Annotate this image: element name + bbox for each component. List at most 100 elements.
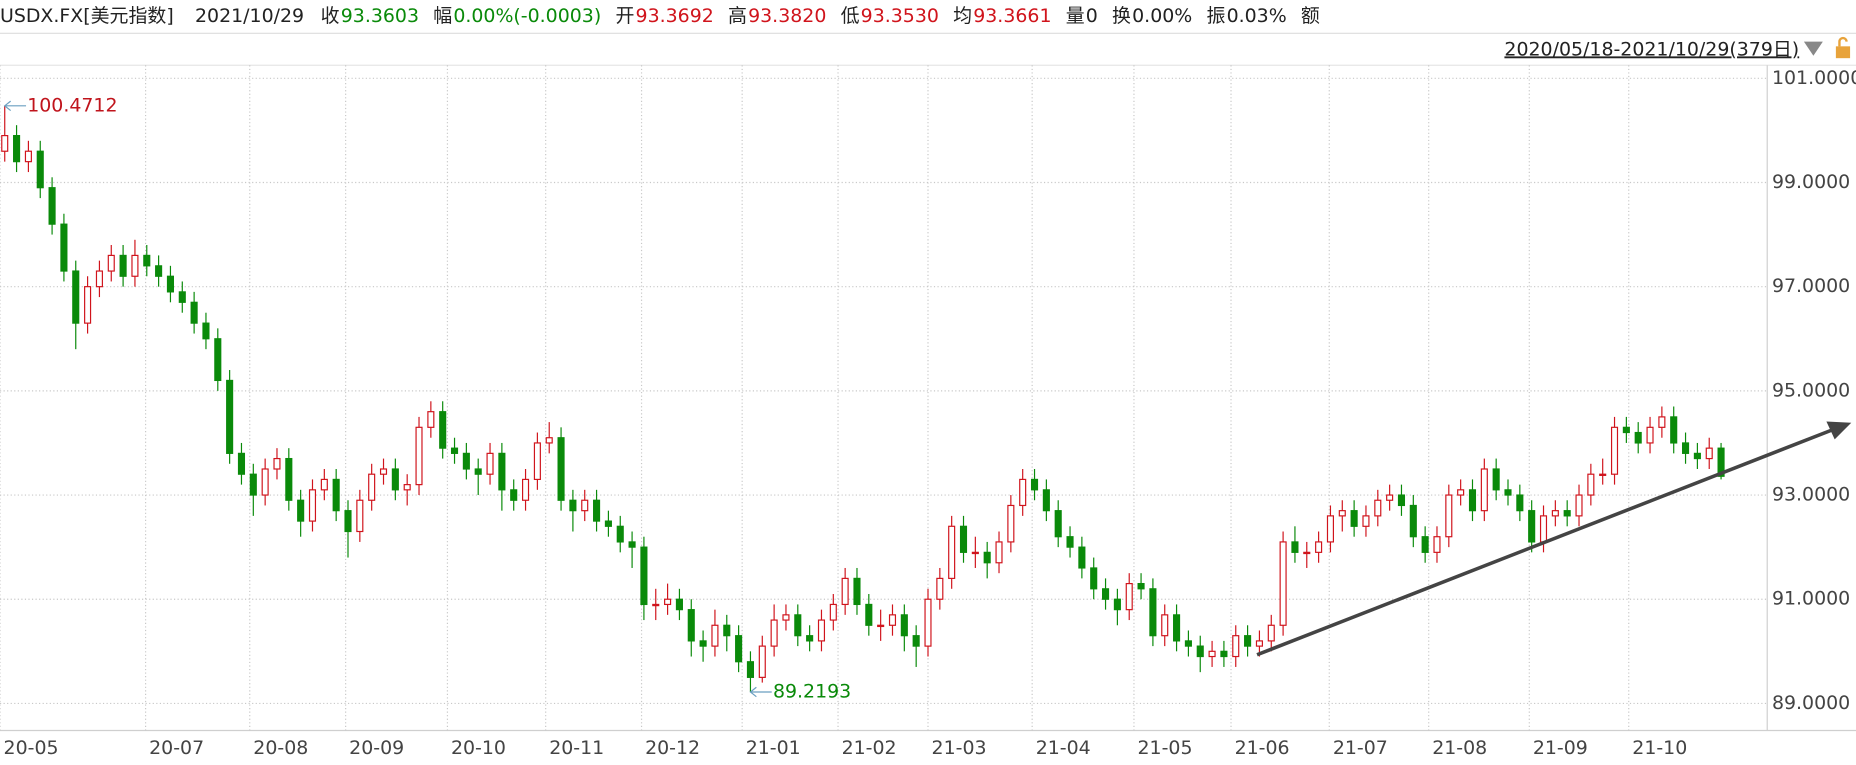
candle-body (308, 489, 317, 522)
candle-body (107, 254, 115, 272)
candle-body (1610, 426, 1619, 475)
candle-body (1693, 452, 1701, 460)
candle-body (1078, 546, 1086, 569)
candle-body (1350, 510, 1358, 527)
candle-body (1587, 473, 1595, 496)
candle-body (699, 640, 707, 647)
annotation-arrowhead (3, 100, 12, 112)
candle-body (379, 468, 388, 475)
y-tick-label: 93.0000 (1772, 484, 1850, 506)
field-value: 93.3820 (748, 5, 826, 27)
field-value: 93.3603 (341, 5, 419, 27)
candle-body (1149, 588, 1157, 637)
candle-body (1457, 489, 1465, 496)
candle-body (1220, 650, 1228, 658)
candle-body (711, 624, 719, 647)
candle-body (202, 322, 210, 340)
candle-body (664, 598, 672, 606)
candle-body (1066, 536, 1074, 548)
candle-body (1397, 494, 1406, 507)
candle-body (368, 473, 376, 501)
candle-body (782, 614, 790, 621)
candle-body (723, 624, 731, 637)
candle-body (1090, 567, 1098, 590)
candle-body (427, 411, 435, 428)
candle-body (1539, 515, 1548, 543)
candle-body (735, 635, 743, 663)
candle-body (545, 437, 553, 444)
candle-body (450, 447, 459, 454)
candle-body (758, 645, 766, 678)
x-tick-label: 20-09 (349, 737, 404, 759)
x-tick-label: 20-11 (549, 737, 604, 759)
candle-body (948, 525, 956, 579)
candle-body (1705, 447, 1713, 460)
candle-body (1232, 635, 1240, 658)
candle-body (1670, 416, 1678, 444)
field-label: 收 (321, 5, 340, 27)
field-label: 换 (1112, 5, 1131, 27)
candle-body (628, 541, 636, 548)
candle-body (84, 286, 92, 324)
candle-body (1007, 504, 1015, 543)
candle-body (1315, 541, 1323, 553)
candle-body (1196, 645, 1204, 658)
candle-body (806, 635, 814, 642)
candle-body (356, 499, 364, 533)
candle-body (746, 661, 754, 678)
candle-body (1504, 489, 1512, 496)
lock-icon[interactable] (1835, 46, 1851, 59)
range-dropdown[interactable] (1803, 41, 1823, 56)
candle-body (1101, 588, 1110, 600)
field-label: 均 (953, 5, 972, 27)
field-label: 开 (615, 5, 634, 27)
field-label: 振 (1206, 5, 1225, 27)
candle-body (1338, 510, 1346, 517)
field-label: 额 (1301, 5, 1320, 27)
candle-body (1279, 541, 1287, 626)
x-tick-label: 20-05 (4, 737, 59, 759)
candle-body (24, 150, 32, 163)
range-label[interactable]: 2020/05/18-2021/10/29(379日) (1504, 38, 1799, 60)
candle-body (131, 254, 139, 277)
candle-body (1173, 614, 1181, 642)
candle-body (498, 452, 506, 491)
candle-body (155, 265, 163, 277)
candle-body (1409, 504, 1417, 538)
candle-body (1019, 478, 1027, 507)
trend-line (1256, 428, 1833, 657)
y-tick-label: 99.0000 (1772, 171, 1850, 193)
candle-body (1445, 494, 1453, 538)
candle-body (770, 619, 778, 647)
candle-body (1042, 489, 1050, 512)
candle-body (983, 551, 991, 564)
plot-area (0, 65, 1768, 731)
x-tick-label: 21-05 (1138, 737, 1193, 759)
field-label: 高 (728, 5, 747, 27)
candle-body (439, 411, 447, 449)
candle-body (888, 614, 897, 626)
candle-body (900, 614, 908, 637)
candle-body (1658, 416, 1666, 428)
date: 2021/10/29 (195, 5, 304, 27)
candle-body (1386, 494, 1394, 501)
candle-body (1, 135, 9, 152)
candle-body (1291, 541, 1299, 553)
field-label: 低 (841, 5, 860, 27)
candle-body (569, 499, 577, 512)
candle-body (593, 499, 601, 522)
candle-body (48, 187, 56, 225)
candle-body (1208, 650, 1216, 658)
x-tick-label: 20-08 (253, 737, 308, 759)
candle-body (1030, 478, 1039, 491)
candle-body (1468, 489, 1477, 512)
field-value: 0.00%(-0.0003) (453, 5, 601, 27)
candle-body (687, 609, 695, 642)
candle-body (1184, 640, 1192, 647)
candle-body (1492, 468, 1500, 491)
candle-body (249, 473, 257, 496)
candle-body (652, 603, 660, 607)
candle-body (486, 452, 494, 475)
